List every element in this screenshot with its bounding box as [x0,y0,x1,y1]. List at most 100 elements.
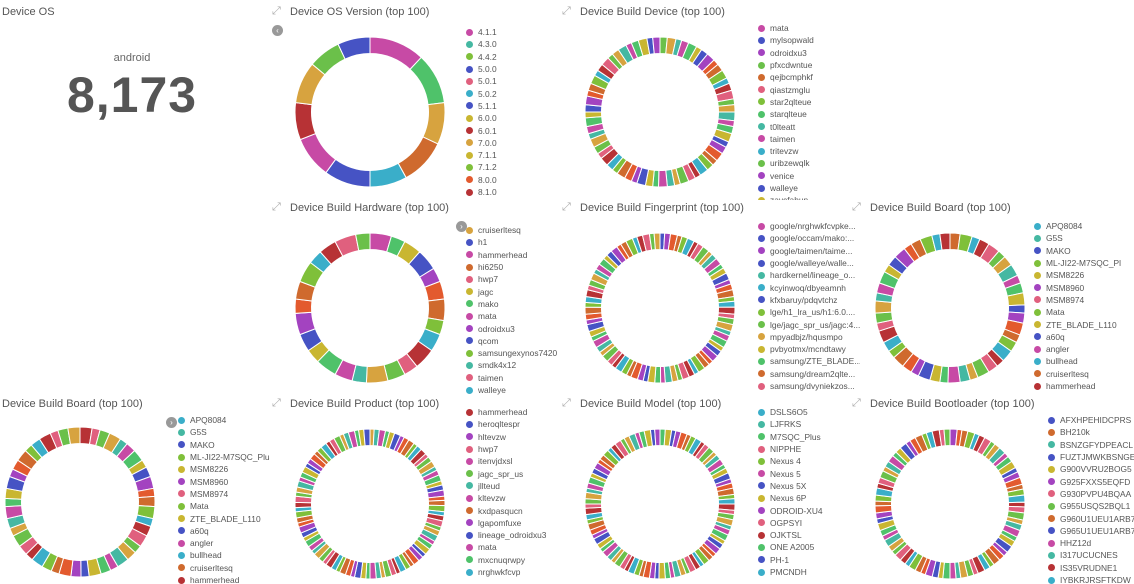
legend-item[interactable]: G930PVPU4BQAA [1048,488,1134,500]
legend-item[interactable]: hammerhead [178,574,270,584]
legend-item[interactable]: 6.0.0 [466,112,558,124]
legend-toggle-icon[interactable]: › [456,221,467,232]
expand-icon[interactable]: ⤢ [852,201,861,213]
donut-slice[interactable] [584,306,603,315]
legend-item[interactable]: APQ8084 [1034,220,1134,232]
legend-item[interactable]: mata [758,22,848,34]
legend-item[interactable]: kltevzw [466,492,560,504]
legend-item[interactable]: LJFRKS [758,418,850,430]
legend-item[interactable]: 4.1.1 [466,26,558,38]
legend-item[interactable]: G955USQS2BQL1 [1048,500,1134,512]
legend-item[interactable]: starqlteue [758,108,848,120]
legend-item[interactable]: a60q [1034,331,1134,343]
legend-item[interactable]: mylsopwald [758,34,848,46]
legend-item[interactable]: pfxcdwntue [758,59,848,71]
donut-slice[interactable] [717,104,736,113]
legend-item[interactable]: MAKO [1034,245,1134,257]
legend-item[interactable]: mata [466,541,560,553]
expand-icon[interactable]: ⤢ [272,397,281,409]
legend-item[interactable]: APQ8084 [178,414,270,426]
legend-item[interactable]: 6.0.1 [466,124,558,136]
legend-item[interactable]: cruiserltesq [1034,368,1134,380]
legend-item[interactable]: taimen [758,133,848,145]
legend-item[interactable]: ML-JI22-M7SQC_Plus [178,451,270,463]
legend-item[interactable]: google/taimen/taime... [758,245,860,257]
donut-slice[interactable] [363,428,371,447]
legend-item[interactable]: OGPSYI [758,517,850,529]
legend-item[interactable]: tritevzw [758,145,848,157]
legend-item[interactable]: ONE A2005 [758,541,850,553]
legend-item[interactable]: MSM8226 [1034,269,1134,281]
legend-item[interactable]: I317UCUCNES [1048,549,1134,561]
legend-item[interactable]: M7SQC_Plus [758,431,850,443]
legend-item[interactable]: mata [466,310,560,322]
legend-item[interactable]: odroidxu3 [466,322,560,334]
legend-item[interactable]: odroidxu3 [758,47,848,59]
legend-item[interactable]: hammerhead [466,249,560,261]
legend-item[interactable]: ML-JI22-M7SQC_Pl [1034,257,1134,269]
legend-item[interactable]: 5.1.1 [466,100,558,112]
legend-item[interactable]: G5S [1034,232,1134,244]
legend-item[interactable]: 5.0.0 [466,63,558,75]
legend-item[interactable]: t0lteatt [758,120,848,132]
legend-item[interactable]: MSM8974 [1034,294,1134,306]
legend-item[interactable]: mxcnuqrwpy [466,554,560,566]
legend-item[interactable]: ODROID-XU4 [758,504,850,516]
legend-item[interactable]: star2qlteue [758,96,848,108]
legend-item[interactable]: a60q [178,525,270,537]
legend-item[interactable]: kxdpasqucn [466,504,560,516]
legend-item[interactable]: MSM8960 [1034,281,1134,293]
legend-item[interactable]: PH-1 [758,554,850,566]
donut-slice[interactable] [658,169,668,188]
legend-item[interactable]: ZTE_BLADE_L110 [1034,318,1134,330]
legend-item[interactable]: hwp7 [466,273,560,285]
legend-toggle-icon[interactable]: ‹ [272,25,283,36]
legend-item[interactable]: samsung/dvyniekzos... [758,380,860,392]
donut-slice[interactable] [949,561,957,580]
legend-item[interactable]: samsung/dream2qlte... [758,368,860,380]
legend-item[interactable]: pvbyotmx/mcndtawy [758,343,860,355]
legend-item[interactable]: PMCNDH [758,566,850,578]
legend-toggle-icon[interactable]: › [166,417,177,428]
legend-item[interactable]: hltevzw [466,431,560,443]
expand-icon[interactable]: ⤢ [562,201,571,213]
legend-item[interactable]: 5.0.1 [466,75,558,87]
legend-item[interactable]: Mata [1034,306,1134,318]
legend-item[interactable]: lineage_odroidxu3 [466,529,560,541]
legend-item[interactable]: google/nrghwkfcvpke... [758,220,860,232]
legend-item[interactable]: G960U1UEU1ARB7 [1048,512,1134,524]
legend-item[interactable]: 8.1.0 [466,186,558,198]
legend-item[interactable]: venice [758,170,848,182]
legend-item[interactable]: heroqltespr [466,418,560,430]
legend-item[interactable]: hwp7 [466,443,560,455]
legend-item[interactable]: qejbcmphkf [758,71,848,83]
donut-slice[interactable] [355,232,371,252]
donut-slice[interactable] [365,364,389,384]
donut-slice[interactable] [947,365,961,384]
donut-slice[interactable] [369,561,377,580]
legend-item[interactable]: G900VVRU2BOG5 [1048,463,1134,475]
legend-item[interactable]: OJKTSL [758,529,850,541]
legend-item[interactable]: bullhead [178,549,270,561]
donut-slice[interactable] [427,298,446,322]
legend-item[interactable]: Nexus 5 [758,467,850,479]
legend-item[interactable]: Mata [178,500,270,512]
expand-icon[interactable]: ⤢ [272,201,281,213]
legend-item[interactable]: hammerhead [466,406,560,418]
legend-item[interactable]: 8.0.0 [466,174,558,186]
legend-item[interactable]: 4.3.0 [466,38,558,50]
donut-slice[interactable] [939,232,951,251]
legend-item[interactable]: 4.4.2 [466,51,558,63]
donut-slice[interactable] [397,136,439,179]
legend-item[interactable]: HHZ12d [1048,537,1134,549]
legend-item[interactable]: G925FXXS5EQFD [1048,475,1134,487]
legend-item[interactable]: jagc [466,285,560,297]
legend-item[interactable]: samsungexynos7420 [466,347,560,359]
legend-item[interactable]: 7.1.1 [466,149,558,161]
legend-item[interactable]: angler [1034,343,1134,355]
expand-icon[interactable]: ⤢ [272,5,281,17]
donut-slice[interactable] [4,497,23,508]
legend-item[interactable]: google/occam/mako:... [758,232,860,244]
expand-icon[interactable]: ⤢ [852,397,861,409]
donut-slice[interactable] [658,561,666,580]
